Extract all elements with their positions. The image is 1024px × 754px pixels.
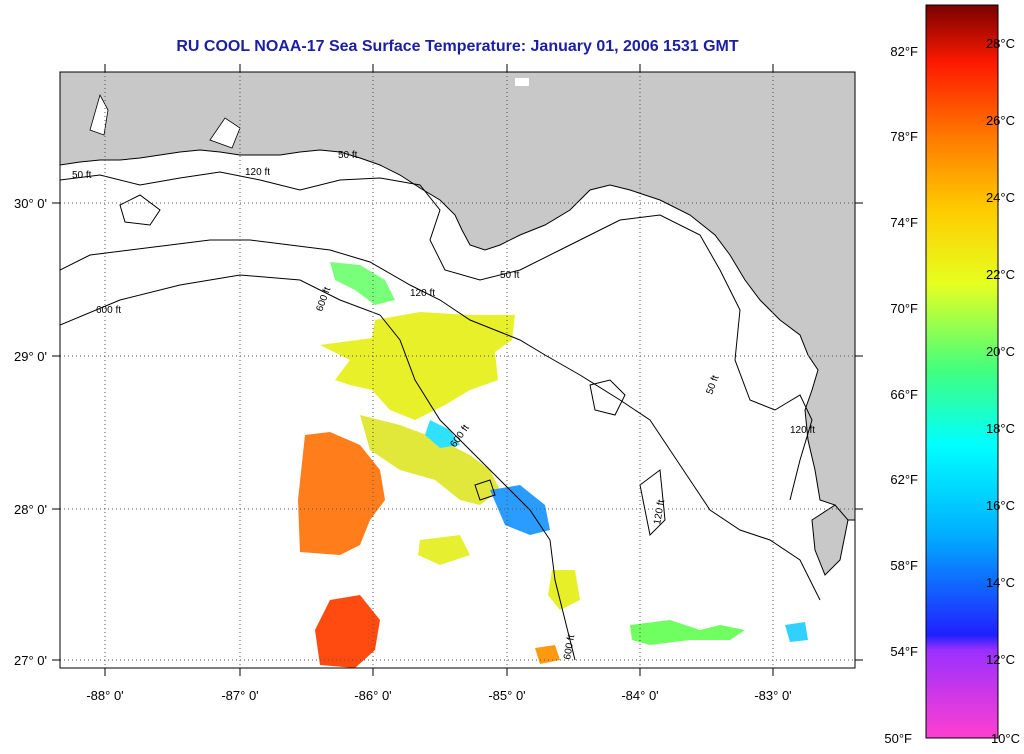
- colorbar-c-label: 12°C: [986, 652, 1015, 667]
- graticule: [60, 72, 855, 668]
- contour-label: 600 ft: [96, 305, 121, 316]
- colorbar-c-label: 20°C: [986, 344, 1015, 359]
- lat-label: 30° 0': [14, 196, 47, 211]
- colorbar-c-label: 22°C: [986, 267, 1015, 282]
- colorbar-c-label: 10°C: [991, 731, 1020, 746]
- colorbar-f-label: 50°F: [884, 731, 912, 746]
- colorbar-f-label: 58°F: [890, 558, 918, 573]
- land-mass: [60, 72, 855, 521]
- sst-data: [298, 262, 808, 668]
- contour-label: 120 ft: [245, 167, 270, 178]
- colorbar-f-label: 66°F: [890, 387, 918, 402]
- sst-patch-green-se: [630, 620, 745, 645]
- colorbar-c-label: 24°C: [986, 190, 1015, 205]
- colorbar-f-label: 78°F: [890, 129, 918, 144]
- colorbar-c-label: 26°C: [986, 113, 1015, 128]
- sst-patch-orange-blob: [535, 645, 560, 664]
- colorbar-f-label: 54°F: [890, 644, 918, 659]
- sst-patch-green-mid: [418, 535, 470, 565]
- colorbar: [925, 4, 999, 739]
- sst-patch-orange-south: [315, 595, 380, 668]
- lon-label: -83° 0': [754, 688, 791, 703]
- lat-label: 28° 0': [14, 502, 47, 517]
- lat-label: 27° 0': [14, 653, 47, 668]
- plot-frame: [59, 71, 856, 669]
- contour-label: 600 ft: [562, 634, 577, 661]
- land-detail: [811, 504, 849, 576]
- lon-label: -86° 0': [354, 688, 391, 703]
- colorbar-f-label: 82°F: [890, 44, 918, 59]
- lon-label: -85° 0': [488, 688, 525, 703]
- contour-label: 50 ft: [338, 150, 358, 161]
- contour-label: 120 ft: [652, 499, 667, 526]
- sst-patch-yellow-se: [548, 570, 580, 610]
- contour-label: 50 ft: [72, 170, 92, 181]
- cloud-patch: [515, 78, 529, 86]
- sst-patch-orange-west: [298, 432, 385, 555]
- isobaths: [60, 171, 821, 661]
- lon-label: -87° 0': [221, 688, 258, 703]
- sst-patch-blue-shelf: [490, 485, 550, 535]
- contour-label: 120 ft: [410, 288, 435, 299]
- colorbar-c-label: 28°C: [986, 36, 1015, 51]
- map-title: RU COOL NOAA-17 Sea Surface Temperature:…: [176, 38, 739, 55]
- sst-patch-green-ne: [330, 262, 395, 305]
- colorbar-c-label: 14°C: [986, 575, 1015, 590]
- sst-patch-yellow-mid: [360, 415, 500, 505]
- sst-patch-yellow-north: [320, 312, 515, 420]
- sst-patch-cyan-east: [785, 622, 808, 642]
- colorbar-f-label: 70°F: [890, 301, 918, 316]
- lat-label: 29° 0': [14, 349, 47, 364]
- colorbar-c-label: 18°C: [986, 421, 1015, 436]
- axis-ticks: [52, 64, 863, 676]
- sst-patch-cyan-shelf: [425, 420, 460, 448]
- contour-label: 120 ft: [790, 425, 815, 436]
- bay-detail: [89, 93, 109, 136]
- lon-label: -88° 0': [86, 688, 123, 703]
- lon-label: -84° 0': [621, 688, 658, 703]
- colorbar-f-label: 62°F: [890, 472, 918, 487]
- contour-label: 50 ft: [500, 270, 520, 281]
- colorbar-c-label: 16°C: [986, 498, 1015, 513]
- colorbar-f-label: 74°F: [890, 215, 918, 230]
